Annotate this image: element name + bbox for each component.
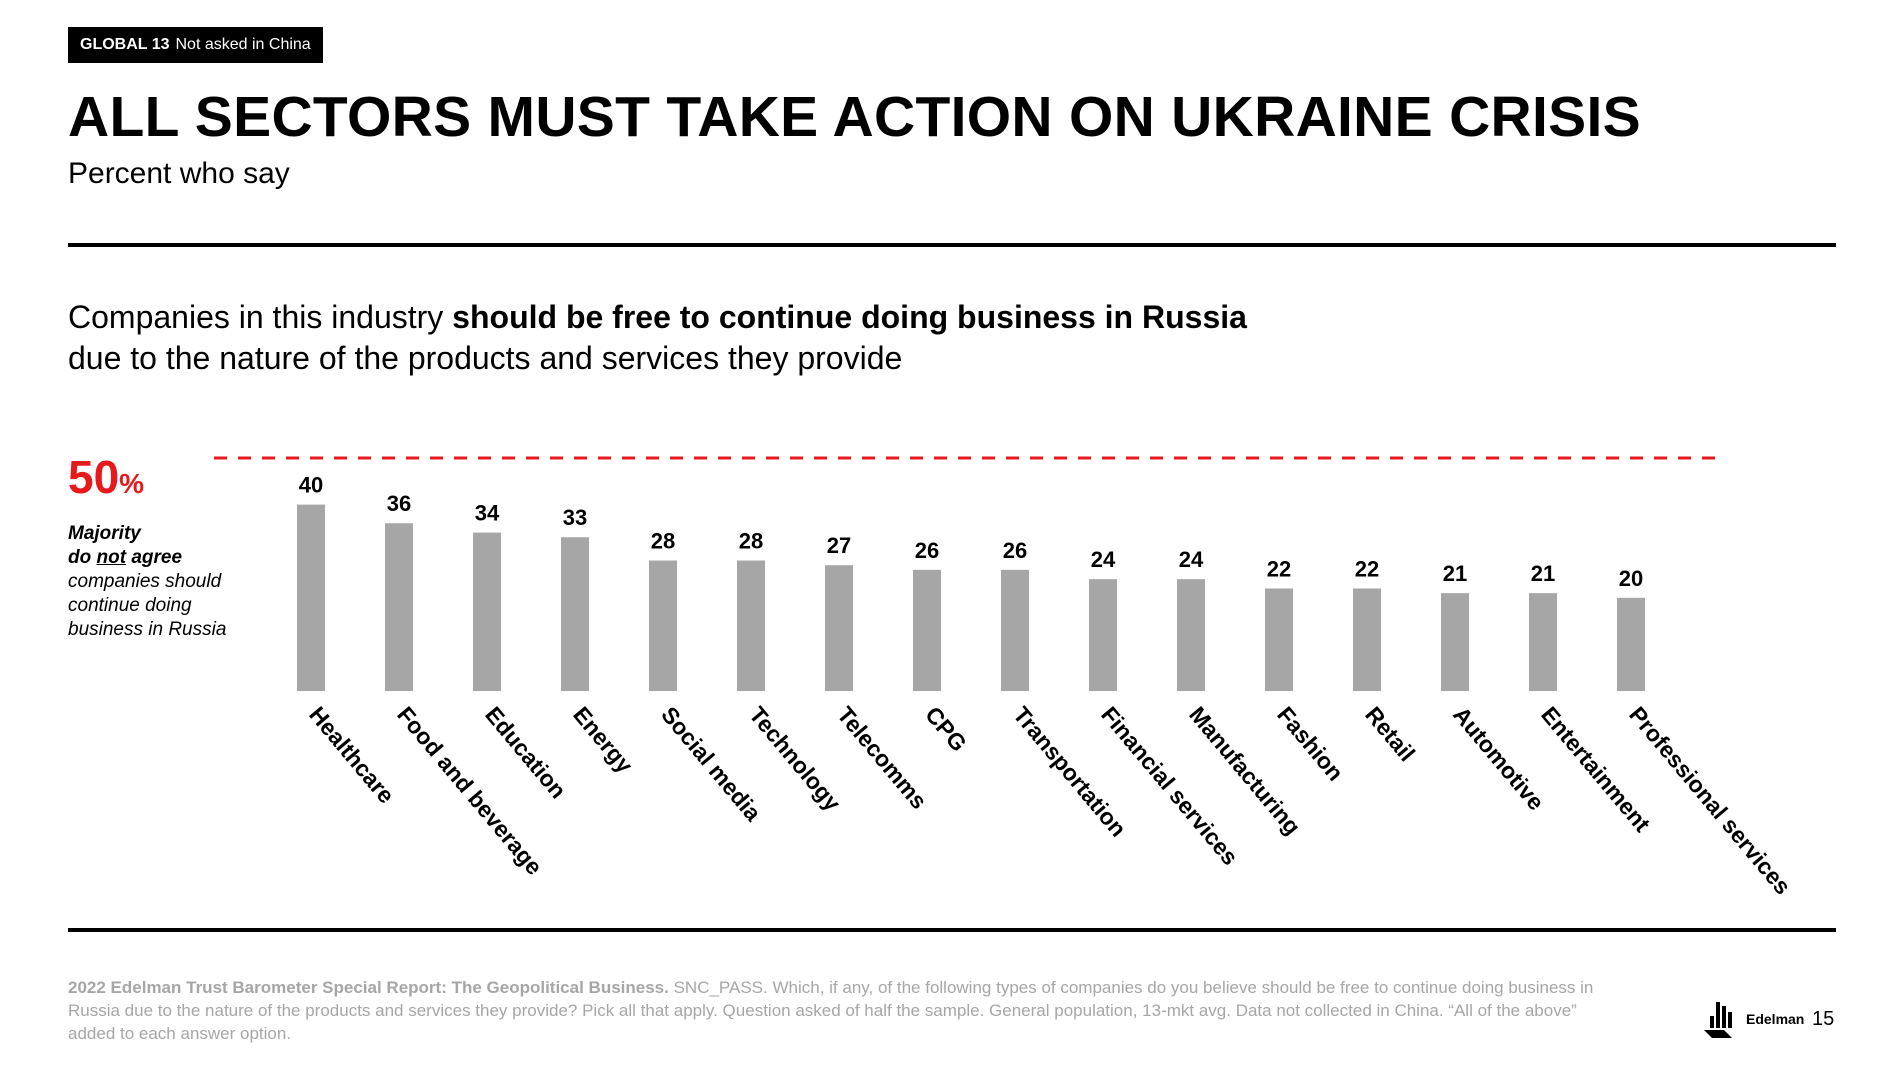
bar-11 (1177, 579, 1205, 691)
page-subtitle: Percent who say (68, 157, 290, 190)
bar-3 (473, 532, 501, 691)
data-label-3: 34 (475, 501, 500, 526)
data-label-11: 24 (1179, 547, 1204, 572)
bar-14 (1441, 593, 1469, 691)
top-divider (68, 243, 1836, 247)
survey-question: Companies in this industry should be fre… (68, 297, 1247, 379)
bar-2 (385, 523, 413, 691)
category-label-14: Automotive (1448, 702, 1549, 816)
badge-label: GLOBAL 13 (80, 36, 170, 53)
data-label-2: 36 (387, 491, 411, 516)
question-lead: Companies in this industry (68, 299, 453, 335)
source-footnote: 2022 Edelman Trust Barometer Special Rep… (68, 976, 1628, 1045)
threshold-value: 50 (68, 451, 120, 503)
data-label-8: 26 (915, 538, 939, 563)
bar-5 (649, 560, 677, 691)
bar-9 (1001, 569, 1029, 691)
note-line-1: Majority (68, 523, 141, 544)
category-label-3: Education (480, 702, 571, 804)
bar-7 (825, 565, 853, 691)
data-label-4: 33 (563, 505, 587, 530)
category-label-16: Professional services (1624, 702, 1796, 900)
note-line-2: do not agree (68, 547, 183, 568)
edelman-logo-icon (1704, 1002, 1732, 1038)
data-label-5: 28 (651, 529, 675, 554)
threshold-unit: % (119, 468, 145, 499)
question-rest: due to the nature of the products and se… (68, 340, 903, 376)
category-label-2: Food and beverage (392, 702, 547, 880)
bar-10 (1089, 579, 1117, 691)
data-label-15: 21 (1531, 561, 1555, 586)
data-label-7: 27 (827, 533, 851, 558)
bar-1 (297, 504, 325, 691)
data-label-14: 21 (1443, 561, 1467, 586)
note-line-5: business in Russia (68, 619, 227, 640)
data-label-6: 28 (739, 529, 763, 554)
region-badge: GLOBAL 13 Not asked in China (68, 27, 323, 63)
bar-15 (1529, 593, 1557, 691)
data-label-9: 26 (1003, 538, 1027, 563)
data-label-10: 24 (1091, 547, 1116, 572)
data-label-12: 22 (1267, 556, 1291, 581)
category-label-12: Fashion (1272, 702, 1349, 786)
category-label-13: Retail (1360, 702, 1420, 767)
bar-6 (737, 560, 765, 691)
page-title: ALL SECTORS MUST TAKE ACTION ON UKRAINE … (68, 85, 1641, 149)
category-label-1: Healthcare (304, 702, 400, 809)
category-label-4: Energy (568, 702, 638, 779)
threshold-label: 50% (68, 450, 144, 504)
category-label-8: CPG (920, 702, 972, 757)
bar-4 (561, 537, 589, 691)
bar-8 (913, 569, 941, 691)
bottom-divider (68, 928, 1836, 932)
data-label-1: 40 (299, 473, 323, 498)
page-number: 15 (1812, 1008, 1835, 1030)
bar-12 (1265, 588, 1293, 691)
data-label-16: 20 (1619, 566, 1643, 591)
bar-16 (1617, 597, 1645, 691)
footnote-source: 2022 Edelman Trust Barometer Special Rep… (68, 978, 669, 997)
footnote-text: SNC_PASS. Which, if any, of the followin… (68, 978, 1594, 1043)
data-label-13: 22 (1355, 556, 1379, 581)
question-emphasis: should be free to continue doing busines… (452, 299, 1247, 335)
category-label-6: Technology (744, 702, 846, 816)
edelman-logo-text: Edelman (1746, 1011, 1805, 1027)
note-line-3: companies should (68, 571, 222, 592)
majority-note: Majority do not agree companies should c… (68, 522, 226, 642)
category-label-7: Telecomms (832, 702, 932, 814)
badge-note: Not asked in China (175, 36, 311, 53)
note-line-4: continue doing (68, 595, 192, 616)
bar-13 (1353, 588, 1381, 691)
